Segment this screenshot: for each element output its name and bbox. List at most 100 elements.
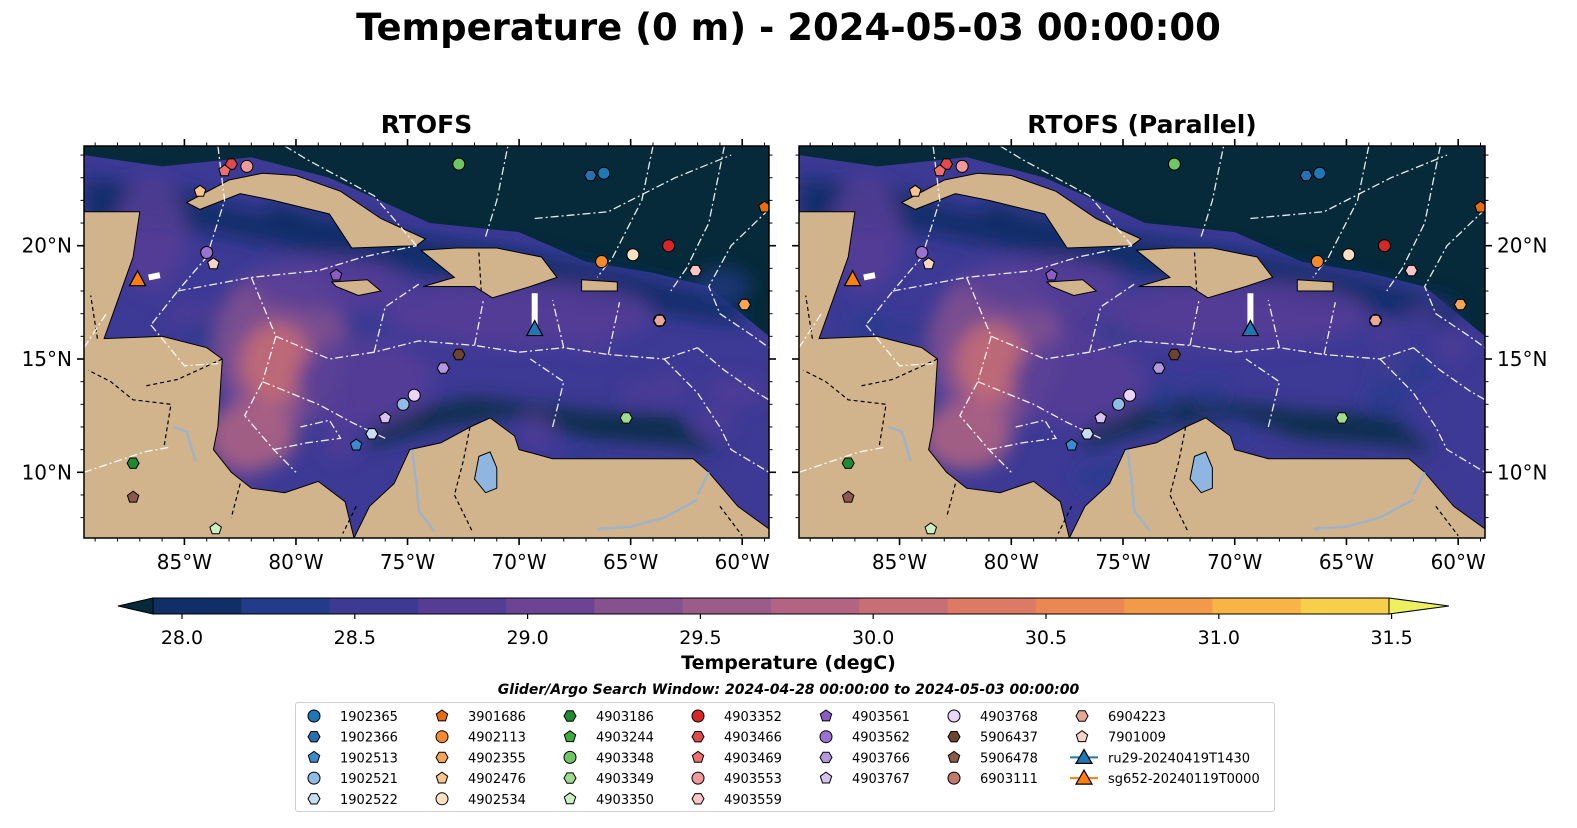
eez-boundary xyxy=(1386,146,1441,292)
legend-label: 5906478 xyxy=(980,751,1038,766)
map-frame xyxy=(798,145,1486,539)
argo-marker xyxy=(933,164,947,177)
legend-entry: 6904223 xyxy=(1075,710,1166,725)
river xyxy=(410,449,436,532)
lon-tick-label: 75°W xyxy=(1095,550,1150,574)
argo-marker xyxy=(1065,438,1078,451)
legend-entries: 1902365 1902366 1902513 1902521 1902522 39016… xyxy=(307,709,1260,808)
eez-boundary xyxy=(959,277,1012,473)
argo-marker xyxy=(924,522,938,535)
argo-marker xyxy=(436,362,450,374)
legend-marker xyxy=(307,709,321,723)
legend-marker xyxy=(1075,710,1089,722)
argo-marker xyxy=(209,522,222,535)
legend-entry: sg652-20240119T0000 xyxy=(1070,768,1260,787)
eez-boundary xyxy=(596,146,654,278)
map-rtofs: 85°W 80°W 75°W 70°W 65°W 60°W 20°N 15°N 10°N xyxy=(22,139,776,574)
river xyxy=(1412,471,1426,496)
country-border xyxy=(90,295,98,339)
argo-marker xyxy=(1313,166,1327,180)
eez-boundary xyxy=(1200,146,1225,237)
river xyxy=(172,425,197,462)
eez-boundary xyxy=(865,324,934,367)
legend-label: 4903352 xyxy=(724,710,782,725)
legend-marker xyxy=(307,731,321,743)
legend-label: 4902476 xyxy=(468,772,526,787)
lat-tick-label: 20°N xyxy=(22,234,72,258)
country-border xyxy=(1057,506,1073,534)
eez-boundary xyxy=(799,446,885,473)
eez-boundary xyxy=(999,146,1133,247)
land-cuba xyxy=(185,172,427,249)
legend-marker xyxy=(435,751,449,764)
land-jamaica xyxy=(1045,279,1098,297)
argo-marker xyxy=(1342,248,1356,262)
legend-entry: 3901686 xyxy=(435,709,526,725)
legend-marker xyxy=(307,750,321,763)
river xyxy=(1312,498,1415,531)
legend-entry: 4903561 xyxy=(819,709,910,725)
legend-label: 4903186 xyxy=(596,710,654,725)
legend-label: 4903244 xyxy=(596,731,654,746)
legend-label: 4903349 xyxy=(596,772,654,787)
argo-marker xyxy=(1335,412,1349,424)
argo-marker xyxy=(407,388,421,402)
eez-boundary xyxy=(988,419,1058,451)
argo-marker xyxy=(1310,255,1324,269)
legend-marker xyxy=(947,771,961,785)
legend-label: 7901009 xyxy=(1108,731,1166,746)
lat-tick-label: 10°N xyxy=(22,460,72,484)
river xyxy=(1126,449,1151,532)
eez-boundary xyxy=(275,335,520,360)
country-border xyxy=(719,505,743,537)
figure-title: Temperature (0 m) - 2024-05-03 00:00:00 xyxy=(356,6,1221,49)
legend-marker xyxy=(563,750,577,764)
legend-entry: 4903352 xyxy=(691,709,782,725)
eez-boundary xyxy=(484,146,509,237)
legend-entry: 6903111 xyxy=(947,771,1038,787)
glider-track xyxy=(863,272,876,281)
argo-marker xyxy=(1167,157,1181,171)
legend-label: 4903767 xyxy=(852,772,910,787)
legend-label: 4903469 xyxy=(724,751,782,766)
legend-marker xyxy=(563,772,577,784)
country-border xyxy=(453,426,473,532)
argo-marker xyxy=(452,157,466,171)
land-puertoRico xyxy=(1296,279,1334,292)
legend-marker xyxy=(947,709,961,723)
legend-entry: 1902521 xyxy=(307,771,398,787)
legend-marker xyxy=(435,709,449,722)
eez-boundary xyxy=(243,277,297,473)
country-border xyxy=(230,483,241,518)
legend-marker xyxy=(435,730,449,744)
river xyxy=(597,498,699,531)
land-puertoRico xyxy=(581,279,618,292)
argo-marker xyxy=(193,184,207,197)
land-hispaniola xyxy=(419,247,558,299)
legend-label: 4903350 xyxy=(596,793,654,808)
legend-entry: 4903350 xyxy=(563,792,654,808)
argo-marker xyxy=(653,314,667,327)
argo-marker xyxy=(583,169,598,182)
argo-marker xyxy=(224,158,238,170)
lon-tick-label: 60°W xyxy=(715,550,770,574)
legend-label: 1902513 xyxy=(340,751,398,766)
argo-marker xyxy=(597,166,611,180)
argo-marker xyxy=(955,159,969,173)
lat-tick-label: 10°N xyxy=(1497,460,1547,484)
eez-boundary xyxy=(284,146,417,247)
country-border xyxy=(144,358,223,387)
legend-label: 4902534 xyxy=(468,793,526,808)
legend-entry: 5906478 xyxy=(947,750,1038,766)
legend-entry: 4903559 xyxy=(691,793,782,808)
legend-entry: 4903244 xyxy=(563,730,654,746)
lon-tick-label: 65°W xyxy=(1319,550,1374,574)
argo-marker xyxy=(1112,397,1126,411)
legend-label: 4903562 xyxy=(852,731,910,746)
eez-boundary xyxy=(708,208,769,349)
legend-label: 1902365 xyxy=(340,710,398,725)
land-jamaica xyxy=(330,279,382,297)
legend-entry: 7901009 xyxy=(1075,730,1166,746)
argo-marker xyxy=(841,457,855,469)
legend-label: 3901686 xyxy=(468,710,526,725)
